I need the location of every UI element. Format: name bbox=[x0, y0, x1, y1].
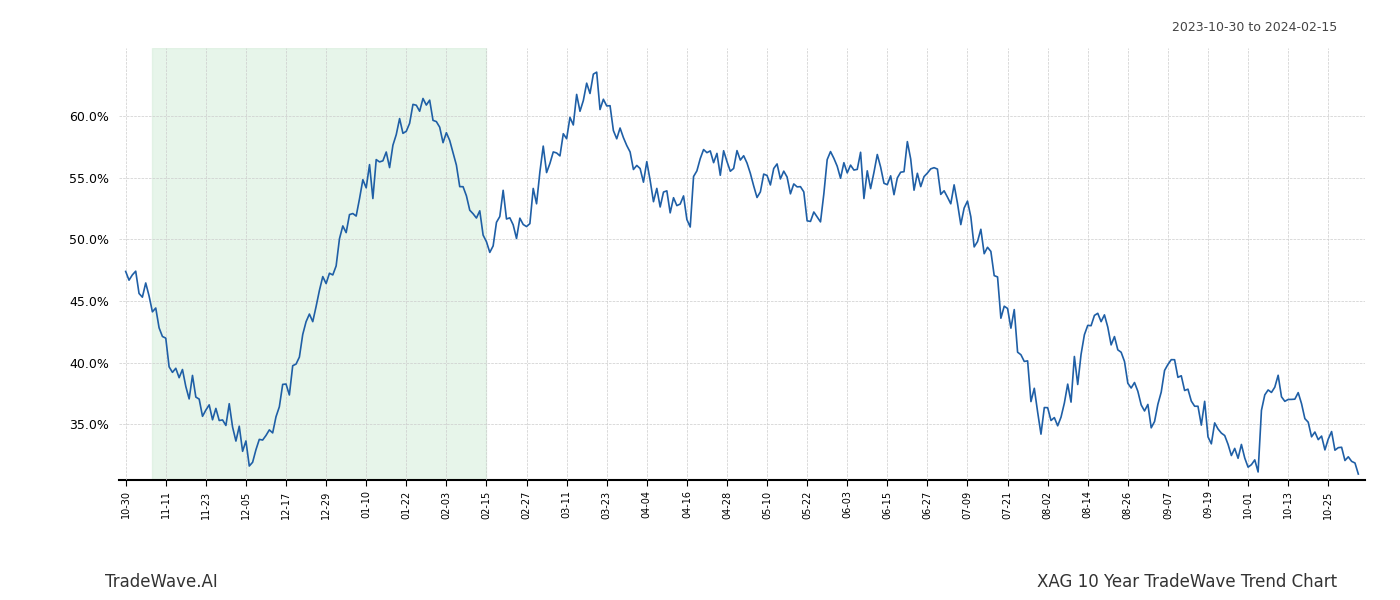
Text: XAG 10 Year TradeWave Trend Chart: XAG 10 Year TradeWave Trend Chart bbox=[1037, 573, 1337, 591]
Bar bbox=[153, 48, 486, 480]
Text: 2023-10-30 to 2024-02-15: 2023-10-30 to 2024-02-15 bbox=[1172, 21, 1337, 34]
Text: TradeWave.AI: TradeWave.AI bbox=[105, 573, 218, 591]
